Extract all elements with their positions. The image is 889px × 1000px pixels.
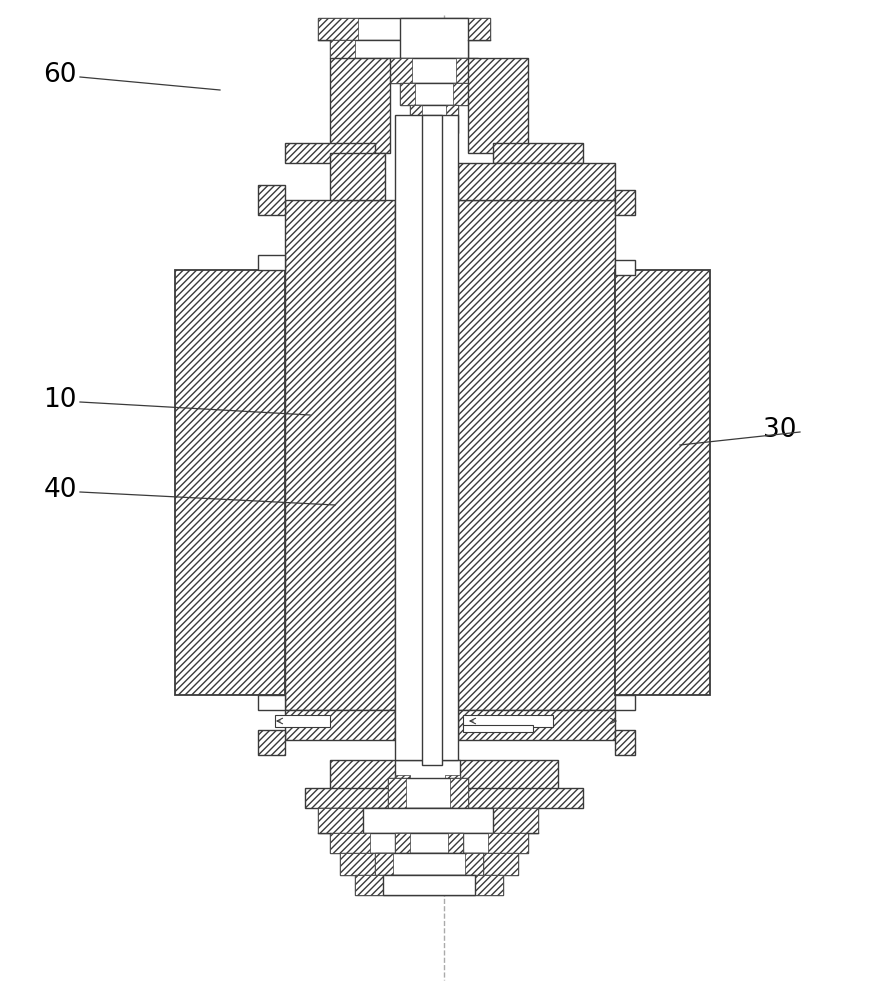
Bar — [395, 833, 463, 853]
Bar — [450, 18, 490, 40]
Bar — [340, 853, 375, 875]
Bar — [330, 760, 398, 790]
Bar — [258, 730, 285, 755]
Bar — [443, 40, 468, 58]
Bar — [463, 715, 553, 727]
Bar — [458, 760, 558, 790]
Bar — [330, 833, 528, 853]
Bar — [395, 115, 458, 760]
Bar — [458, 163, 615, 200]
Bar — [390, 58, 478, 83]
Bar — [475, 875, 503, 895]
Bar — [493, 143, 583, 163]
Bar — [456, 58, 478, 83]
Bar — [445, 775, 460, 790]
Bar — [400, 83, 468, 105]
Bar — [400, 18, 468, 58]
Bar — [285, 143, 375, 163]
Text: 30: 30 — [764, 417, 797, 443]
Bar — [275, 715, 330, 727]
Bar — [318, 808, 363, 833]
Bar — [330, 833, 370, 853]
Bar — [330, 153, 385, 200]
Bar — [458, 788, 583, 808]
Bar — [483, 853, 518, 875]
Bar — [330, 40, 468, 58]
Bar — [395, 833, 410, 853]
Bar — [330, 40, 355, 58]
Bar — [383, 875, 475, 895]
Bar — [448, 833, 463, 853]
Bar — [375, 853, 393, 875]
Bar — [388, 778, 406, 808]
Bar — [305, 788, 395, 808]
Bar — [400, 83, 415, 105]
Bar — [395, 760, 460, 780]
Bar — [458, 710, 615, 740]
Bar — [395, 775, 410, 790]
Bar — [453, 83, 468, 105]
Bar — [410, 105, 458, 133]
Bar — [340, 853, 518, 875]
Bar — [465, 853, 483, 875]
Bar — [330, 58, 390, 153]
Bar — [463, 725, 533, 732]
Text: 10: 10 — [44, 387, 76, 413]
Text: 60: 60 — [44, 62, 76, 88]
Bar — [446, 105, 458, 133]
Bar — [258, 255, 285, 270]
Bar — [493, 808, 538, 833]
Bar — [450, 778, 468, 808]
Bar — [285, 710, 395, 740]
Bar — [375, 853, 483, 875]
Bar — [258, 695, 285, 710]
Bar — [410, 105, 422, 133]
Bar — [285, 200, 395, 710]
Bar — [363, 808, 493, 833]
Bar — [615, 190, 635, 215]
Bar — [175, 270, 285, 695]
Bar — [615, 270, 710, 695]
Bar — [258, 185, 285, 215]
Bar — [355, 875, 383, 895]
Bar — [355, 875, 503, 895]
Bar — [390, 58, 412, 83]
Bar — [422, 115, 442, 765]
Bar — [468, 58, 528, 153]
Bar — [488, 833, 528, 853]
Bar — [615, 695, 635, 710]
Bar — [615, 730, 635, 755]
Bar — [318, 18, 358, 40]
Bar — [458, 200, 615, 710]
Bar — [318, 18, 490, 40]
Bar — [318, 808, 538, 833]
Bar — [615, 260, 635, 275]
Text: 40: 40 — [44, 477, 76, 503]
Bar — [388, 778, 468, 808]
